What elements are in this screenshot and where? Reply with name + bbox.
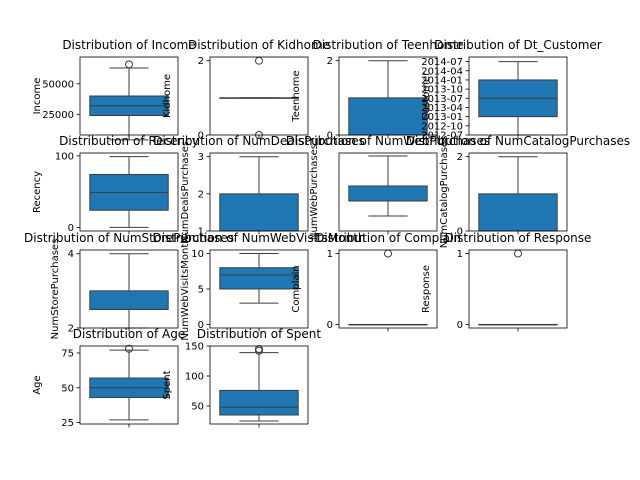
y-tick-label: 2014-07 (421, 57, 463, 68)
y-axis-label: NumCatalogPurchases (439, 136, 450, 249)
y-tick-label: 2012-10 (421, 121, 463, 132)
y-tick-label: 1 (198, 227, 204, 238)
outlier-point (125, 344, 133, 353)
y-tick-label: 100 (185, 372, 204, 383)
subplot-14: 50 100 150 Spent Distribution of Spent (162, 327, 321, 428)
y-tick-label: 3 (198, 152, 204, 163)
subplot-title: Distribution of Spent (197, 327, 321, 341)
y-tick-label: 2014-01 (421, 75, 463, 86)
y-axis-label: Response (421, 265, 432, 313)
y-axis-label: Recency (32, 171, 43, 213)
y-tick-label: 2013-10 (421, 85, 463, 96)
y-tick-label: 100 (55, 151, 74, 162)
subplot-12: 0 1 Response Distribution of Response (421, 231, 591, 332)
subplot-title: Distribution of Response (445, 231, 592, 245)
subplot-title: Distribution of NumWebPurchases (286, 134, 490, 148)
subplot-title: Distribution of Teenhome (313, 38, 464, 52)
y-axis-label: Kidhome (162, 74, 173, 118)
y-tick-label: 75 (61, 348, 74, 359)
subplot-title: Distribution of Age (73, 327, 185, 341)
y-tick-label: 50 (191, 402, 204, 413)
outlier-point (255, 345, 263, 353)
y-tick-label: 1 (457, 249, 463, 260)
box (89, 290, 169, 310)
subplot-3: 0 2 Teenhome Distribution of Teenhome (291, 38, 463, 142)
y-tick-label: 50 (61, 383, 74, 394)
subplot-13: 25 50 75 Age Distribution of Age (32, 327, 185, 429)
y-tick-label: 2 (198, 56, 204, 67)
y-tick-label: 2 (327, 56, 333, 67)
y-tick-label: 2013-01 (421, 112, 463, 123)
y-tick-label: 0 (68, 223, 74, 234)
box (219, 267, 299, 290)
subplot-title: Distribution of Kidhome (188, 38, 330, 52)
subplot-title: Distribution of Income (62, 38, 195, 52)
subplot-title: Distribution of NumDealsPurchases (153, 134, 365, 148)
y-tick-label: 5 (198, 285, 204, 296)
y-tick-label: 25 (61, 418, 74, 429)
y-axis-label: NumStorePurchases (50, 239, 61, 340)
outlier-point (514, 249, 522, 258)
y-tick-label: 2013-04 (421, 103, 463, 114)
y-tick-label: 2 (68, 324, 74, 335)
y-tick-label: 2 (198, 189, 204, 200)
y-tick-label: 0 (198, 320, 204, 331)
y-axis-label: Spent (162, 370, 173, 399)
y-axis-label: Age (32, 375, 43, 394)
y-tick-label: 0 (198, 131, 204, 142)
y-tick-label: 10 (191, 249, 204, 260)
y-tick-label: 0 (327, 131, 333, 142)
subplot-2: 0 2 Kidhome Distribution of Kidhome (162, 38, 330, 142)
subplot-5: 0 100 Recency Distribution of Recency (32, 134, 199, 235)
y-tick-label: 2 (457, 152, 463, 163)
subplot-title: Distribution of NumStorePurchases (24, 231, 234, 245)
subplot-title: Distribution of Dt_Customer (434, 38, 602, 52)
box (348, 185, 428, 202)
y-tick-label: 0 (457, 320, 463, 331)
y-tick-label: 0 (327, 320, 333, 331)
subplot-title: Distribution of NumCatalogPurchases (406, 134, 630, 148)
y-axis-label: NumDealsPurchases (180, 141, 191, 243)
y-axis-label: NumWebVisitsMonth (180, 237, 191, 340)
y-axis-label: Customer (421, 71, 432, 120)
subplot-11: 0 1 Complain Distribution of Complain (291, 231, 461, 332)
subplot-title: Distribution of NumWebVisitsMonth (152, 231, 365, 245)
box (219, 193, 299, 232)
y-axis-label: Teenhome (291, 70, 302, 122)
subplot-title: Distribution of Recency (59, 134, 199, 148)
axes-frame (468, 249, 568, 329)
y-axis-label: Income (32, 78, 43, 115)
y-tick-label: 1 (327, 249, 333, 260)
subplot-title: Distribution of Complain (315, 231, 461, 245)
y-axis-label: Complain (291, 265, 302, 312)
y-tick-label: 150 (185, 342, 204, 353)
y-tick-label: 2013-07 (421, 94, 463, 105)
subplot-4: 2012-072012-102013-012013-042013-072013-… (421, 38, 602, 142)
y-tick-label: 0 (457, 227, 463, 238)
y-axis-label: NumWebPurchases (309, 144, 320, 240)
y-tick-label: 50000 (42, 79, 74, 90)
outlier-point (255, 56, 263, 65)
box (478, 193, 558, 232)
outlier-point (125, 60, 133, 69)
outlier-point (384, 249, 392, 258)
box (348, 97, 428, 136)
y-tick-label: 2014-04 (421, 66, 463, 77)
box (219, 389, 299, 416)
y-tick-label: 2012-07 (421, 131, 463, 142)
y-tick-label: 4 (68, 249, 74, 260)
y-tick-label: 25000 (42, 110, 74, 121)
